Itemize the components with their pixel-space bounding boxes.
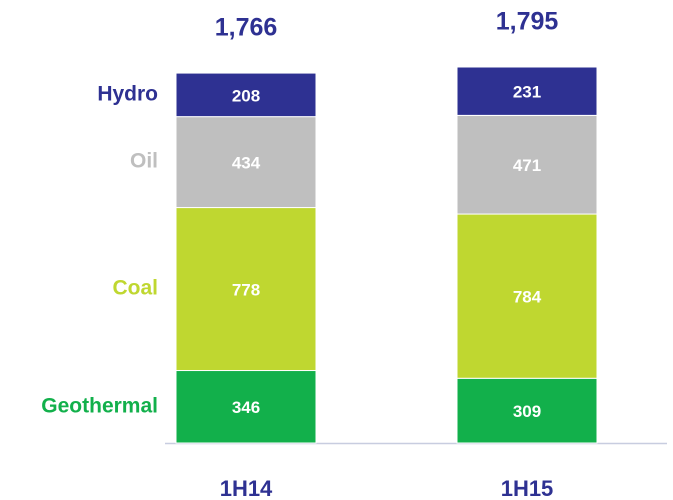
segment-label: 208: [232, 86, 260, 105]
legend-label: Oil: [130, 150, 158, 173]
bar-segment: [456, 213, 598, 379]
x-tick-label: 1H14: [220, 476, 273, 500]
segment-label: 309: [513, 402, 541, 421]
bar-segment: [456, 66, 598, 116]
bar-segment: [175, 72, 317, 118]
bar-segment: [175, 207, 317, 372]
bar-segment: [456, 114, 598, 215]
segment-label: 434: [232, 154, 261, 173]
legend-label: Hydro: [97, 82, 158, 105]
segment-label: 346: [232, 398, 260, 417]
legend-label: Coal: [112, 277, 158, 300]
segment-label: 784: [513, 288, 542, 307]
x-tick-label: 1H15: [501, 476, 554, 500]
segment-label: 778: [232, 281, 260, 300]
segment-label: 231: [513, 83, 541, 102]
total-label: 1,795: [496, 8, 559, 36]
bar-segment: [456, 377, 598, 444]
total-label: 1,766: [215, 14, 278, 42]
bar-segment: [175, 370, 317, 444]
segment-label: 471: [513, 156, 541, 175]
legend-label: Geothermal: [41, 394, 158, 417]
